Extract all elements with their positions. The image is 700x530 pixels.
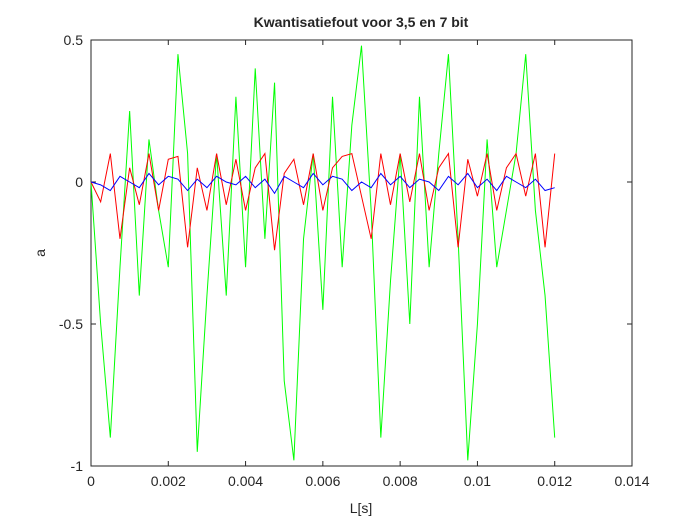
chart-title: Kwantisatiefout voor 3,5 en 7 bit [254, 14, 469, 30]
x-axis-label: L[s] [350, 500, 373, 516]
series-line [90, 152, 556, 251]
series-line [90, 45, 556, 461]
plot-box [90, 39, 633, 467]
x-tick-label: 0 [87, 473, 95, 489]
y-tick-label: 0.5 [64, 32, 84, 48]
y-tick-label: 0 [75, 174, 83, 190]
x-tick-label: 0.012 [537, 473, 572, 489]
x-tick-label: 0.008 [383, 473, 418, 489]
x-tick-label: 0.002 [151, 473, 186, 489]
x-tick-label: 0.01 [464, 473, 491, 489]
y-tick-label: -1 [71, 458, 84, 474]
x-tick-label: 0.006 [305, 473, 340, 489]
x-tick-label: 0.014 [614, 473, 649, 489]
x-tick-label: 0.004 [228, 473, 263, 489]
series-line [90, 172, 555, 195]
y-tick-label: -0.5 [59, 316, 83, 332]
y-axis-label: a [32, 249, 48, 257]
